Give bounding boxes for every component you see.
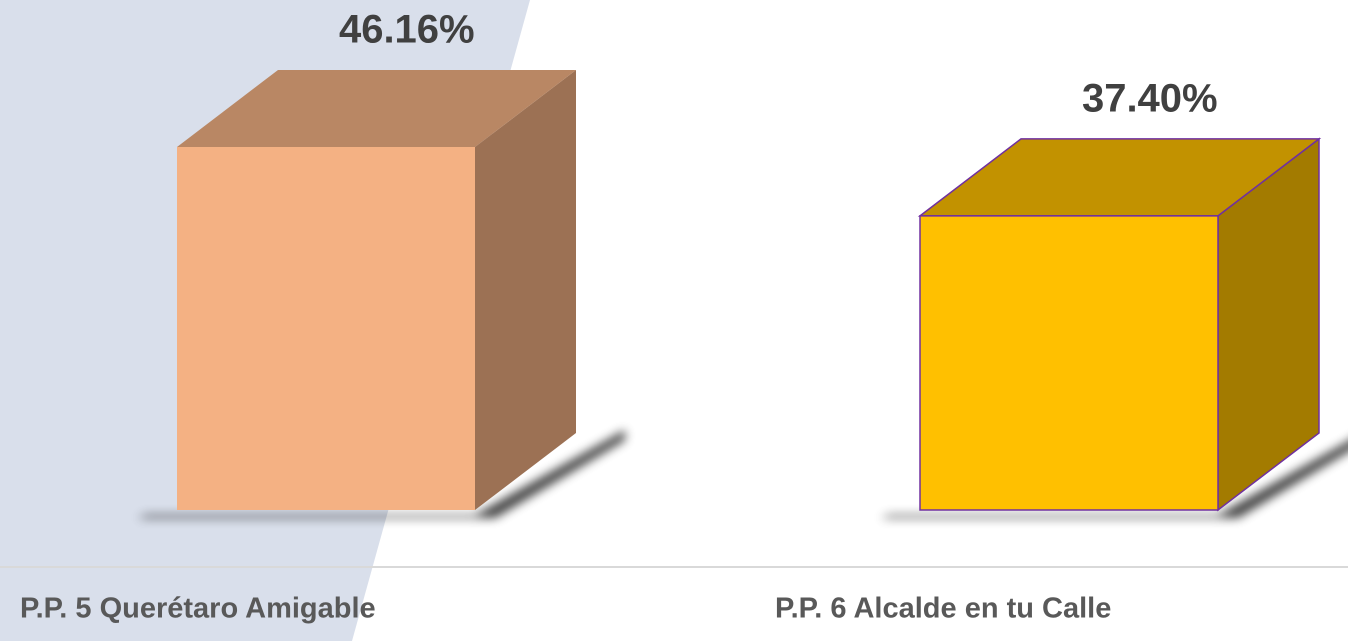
category-label: P.P. 6 Alcalde en tu Calle — [775, 593, 1111, 625]
bar — [177, 147, 475, 510]
bar-side — [475, 70, 576, 510]
bar — [919, 215, 1219, 511]
category-label: P.P. 5 Querétaro Amigable — [20, 593, 376, 625]
value-label: 37.40% — [1082, 76, 1218, 120]
bar-top — [177, 70, 576, 147]
value-label: 46.16% — [339, 8, 475, 52]
